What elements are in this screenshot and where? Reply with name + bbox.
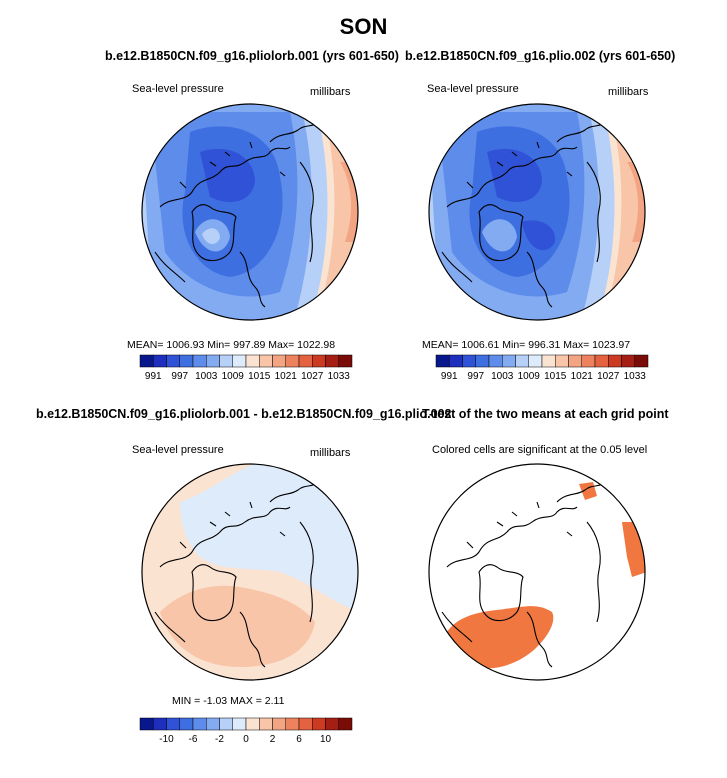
colorbar-panel2-swatch-15 <box>634 354 649 368</box>
colorbar-panel2-swatch-0 <box>435 354 450 368</box>
colorbar-panel1-tick-label: 1015 <box>248 371 271 382</box>
colorbar-panel3-swatch-4 <box>192 717 207 731</box>
colorbar-panel1-swatch-12 <box>298 354 313 368</box>
colorbar-panel1-swatch-4 <box>192 354 207 368</box>
colorbar-panel2-swatch-11 <box>581 354 596 368</box>
panel1-stats: MEAN= 1006.93 Min= 997.89 Max= 1022.98 <box>127 339 336 351</box>
colorbar-panel1-swatch-14 <box>325 354 339 368</box>
colorbar-panel2-swatch-4 <box>488 354 503 368</box>
panel1-units-label: millibars <box>310 86 351 98</box>
colorbar-panel3-swatch-13 <box>312 717 326 731</box>
colorbar-panel3-swatch-6 <box>219 717 233 731</box>
colorbar-panel2-tick-label: 991 <box>441 371 458 382</box>
colorbar-panel2-swatch-10 <box>568 354 582 368</box>
map-panel3 <box>141 463 359 681</box>
colorbar-panel1-tick-label: 997 <box>171 371 188 382</box>
colorbar-panel2-swatch-13 <box>608 354 622 368</box>
colorbar-panel1-swatch-13 <box>312 354 326 368</box>
colorbar-panel1-swatch-5 <box>206 354 220 368</box>
colorbar-panel2-swatch-9 <box>555 354 569 368</box>
colorbar-panel1-tick-label: 1003 <box>195 371 218 382</box>
colorbar-panel3-tick-label: -6 <box>189 734 198 745</box>
map-panel1 <box>141 103 359 321</box>
colorbar-panel2-swatch-1 <box>449 354 463 368</box>
colorbar-panel2-swatch-3 <box>475 354 490 368</box>
map-panel4 <box>428 463 646 681</box>
colorbar-panel1-swatch-11 <box>285 354 300 368</box>
colorbar-panel2-tick-label: 1009 <box>518 371 541 382</box>
colorbar-panel2-swatch-8 <box>541 354 556 368</box>
colorbar-panel1-tick-label: 991 <box>145 371 162 382</box>
panel2-units-label: millibars <box>608 86 649 98</box>
colorbar-panel3-tick-label: 2 <box>270 734 276 745</box>
colorbar-panel1-tick-label: 1021 <box>275 371 298 382</box>
colorbar-panel3-swatch-0 <box>139 717 154 731</box>
colorbar-panel1-swatch-1 <box>153 354 167 368</box>
panel3-title: b.e12.B1850CN.f09_g16.pliolorb.001 - b.e… <box>36 407 452 421</box>
colorbar-panel3-tick-label: -10 <box>159 734 174 745</box>
colorbar-panel1-swatch-0 <box>139 354 154 368</box>
panel4-significance-label: Colored cells are significant at the 0.0… <box>432 444 648 456</box>
colorbar-panel1-swatch-2 <box>166 354 180 368</box>
colorbar-panel2-tick-label: 1003 <box>491 371 514 382</box>
colorbar-panel3: -10 -6 -2 0 2 6 10 <box>139 717 353 745</box>
panel2-title: b.e12.B1850CN.f09_g16.plio.002 (yrs 601-… <box>405 49 676 63</box>
colorbar-panel3-swatch-15 <box>338 717 353 731</box>
colorbar-panel2-tick-label: 997 <box>467 371 484 382</box>
colorbar-panel3-swatch-1 <box>153 717 167 731</box>
colorbar-panel2-swatch-12 <box>594 354 609 368</box>
colorbar-panel3-tick-label: 0 <box>243 734 249 745</box>
panel3-units-label: millibars <box>310 447 351 459</box>
colorbar-panel3-swatch-14 <box>325 717 339 731</box>
colorbar-panel3-swatch-3 <box>179 717 194 731</box>
colorbar-panel1: 991 997 1003 1009 1015 1021 1027 1033 <box>139 354 353 382</box>
colorbar-panel1-swatch-9 <box>259 354 273 368</box>
colorbar-panel1-swatch-8 <box>245 354 260 368</box>
panel2-stats: MEAN= 1006.61 Min= 996.31 Max= 1023.97 <box>422 339 631 351</box>
colorbar-panel3-swatch-12 <box>298 717 313 731</box>
colorbar-panel3-swatch-8 <box>245 717 260 731</box>
colorbar-panel3-tick-label: 10 <box>320 734 332 745</box>
figure-title: SON <box>339 14 388 39</box>
panel1-variable-label: Sea-level pressure <box>132 83 224 95</box>
significant-region-greenland <box>447 606 554 669</box>
colorbar-panel2-tick-label: 1027 <box>597 371 620 382</box>
panel1-title: b.e12.B1850CN.f09_g16.pliolorb.001 (yrs … <box>105 49 399 63</box>
colorbar-panel2-swatch-5 <box>502 354 516 368</box>
colorbar-panel3-swatch-11 <box>285 717 300 731</box>
colorbar-panel3-swatch-2 <box>166 717 180 731</box>
panel3-variable-label: Sea-level pressure <box>132 444 224 456</box>
colorbar-panel1-swatch-6 <box>219 354 233 368</box>
colorbar-panel3-swatch-10 <box>272 717 286 731</box>
colorbar-panel1-swatch-3 <box>179 354 194 368</box>
colorbar-panel2-swatch-6 <box>515 354 529 368</box>
colorbar-panel1-swatch-7 <box>232 354 247 368</box>
colorbar-panel2-tick-label: 1015 <box>544 371 567 382</box>
colorbar-panel2: 991 997 1003 1009 1015 1021 1027 1033 <box>435 354 649 382</box>
colorbar-panel2-tick-label: 1033 <box>624 371 647 382</box>
panel2-variable-label: Sea-level pressure <box>427 83 519 95</box>
colorbar-panel1-swatch-10 <box>272 354 286 368</box>
colorbar-panel2-swatch-14 <box>621 354 635 368</box>
colorbar-panel1-tick-label: 1027 <box>301 371 324 382</box>
map-panel2 <box>428 103 646 321</box>
colorbar-panel3-swatch-7 <box>232 717 247 731</box>
colorbar-panel1-swatch-15 <box>338 354 353 368</box>
colorbar-panel2-tick-label: 1021 <box>571 371 594 382</box>
colorbar-panel1-tick-label: 1033 <box>328 371 351 382</box>
colorbar-panel1-tick-label: 1009 <box>222 371 245 382</box>
colorbar-panel3-tick-label: 6 <box>296 734 302 745</box>
colorbar-panel2-swatch-2 <box>462 354 476 368</box>
panel3-stats: MIN = -1.03 MAX = 2.11 <box>172 695 285 707</box>
colorbar-panel3-swatch-9 <box>259 717 273 731</box>
panel4-title: T-test of the two means at each grid poi… <box>422 407 669 421</box>
colorbar-panel2-swatch-7 <box>528 354 543 368</box>
colorbar-panel3-tick-label: -2 <box>215 734 224 745</box>
colorbar-panel3-swatch-5 <box>206 717 220 731</box>
